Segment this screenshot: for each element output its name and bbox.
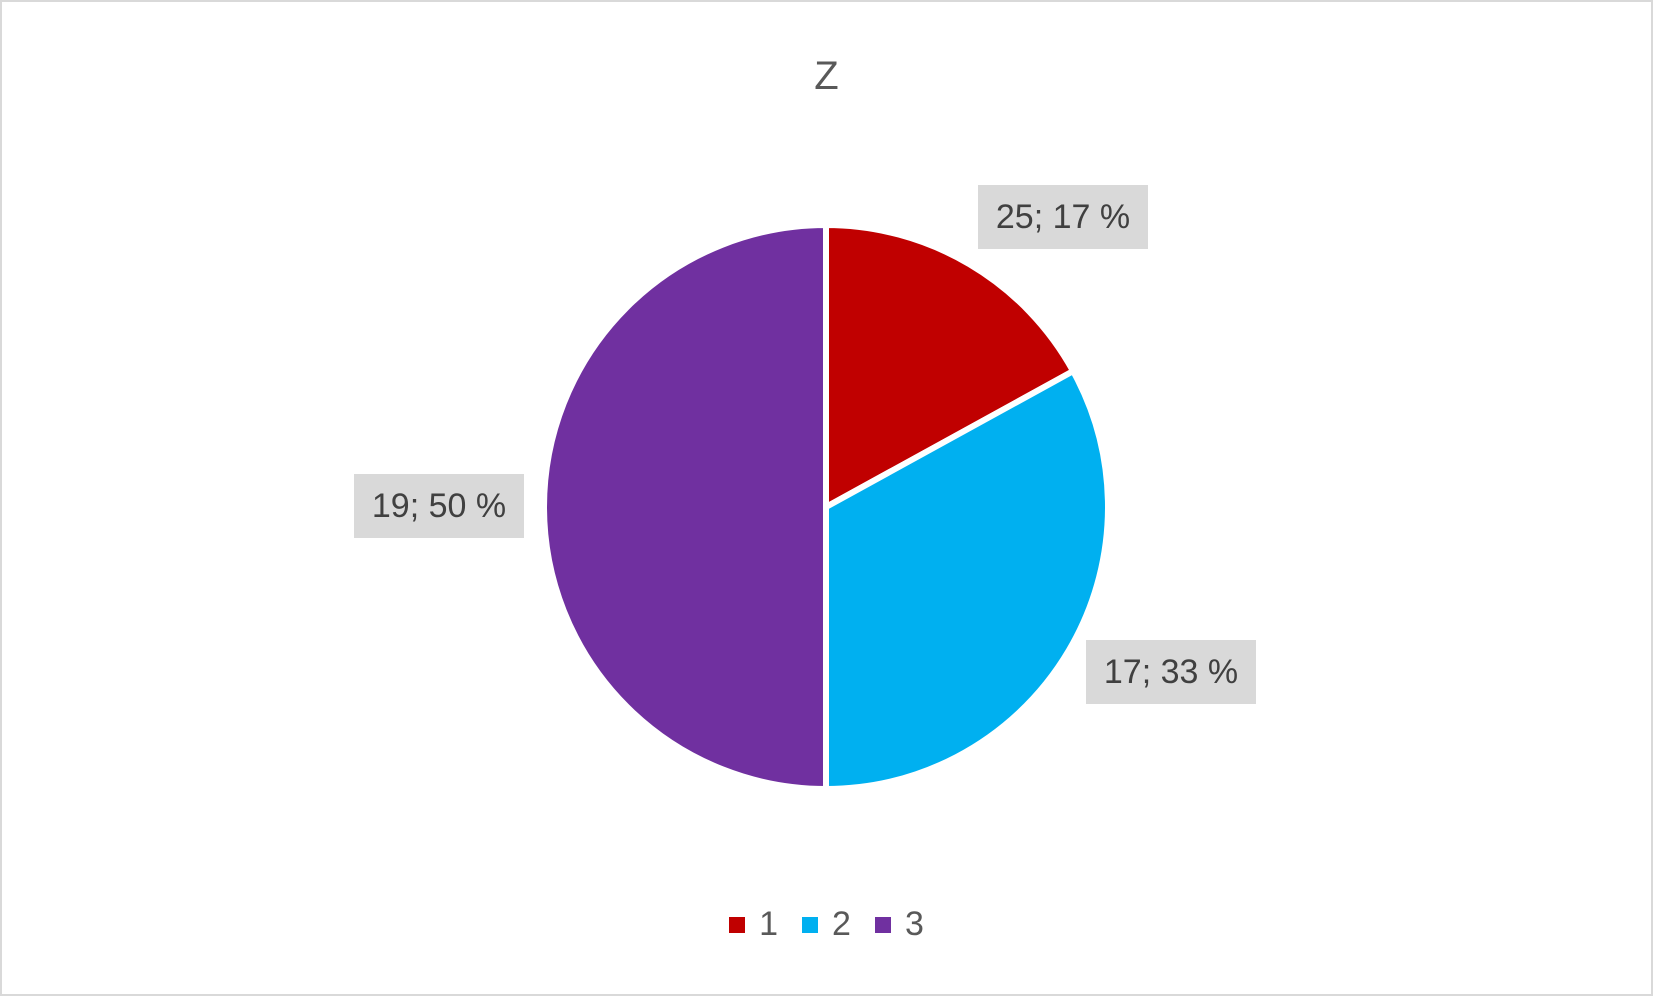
- legend-swatch-2: [802, 916, 819, 933]
- data-label-slice-3: 19; 50 %: [354, 474, 524, 538]
- chart-title: Z: [814, 54, 839, 98]
- legend-swatch-1: [729, 916, 746, 933]
- legend-item-3: 3: [874, 905, 924, 944]
- data-label-slice-2: 17; 33 %: [1086, 640, 1256, 704]
- legend-swatch-3: [874, 916, 891, 933]
- legend-item-1: 1: [729, 905, 778, 944]
- legend-label-2: 2: [832, 905, 851, 943]
- legend: 1 2 3: [2, 905, 1651, 944]
- legend-item-2: 2: [802, 905, 851, 944]
- legend-label-3: 3: [904, 905, 924, 943]
- pie-slice-2: [823, 368, 1111, 792]
- pie-slice-1: [823, 222, 1077, 510]
- data-label-slice-1: 25; 17 %: [978, 185, 1148, 249]
- pie-slice-3: [541, 222, 829, 792]
- legend-label-1: 1: [759, 905, 779, 943]
